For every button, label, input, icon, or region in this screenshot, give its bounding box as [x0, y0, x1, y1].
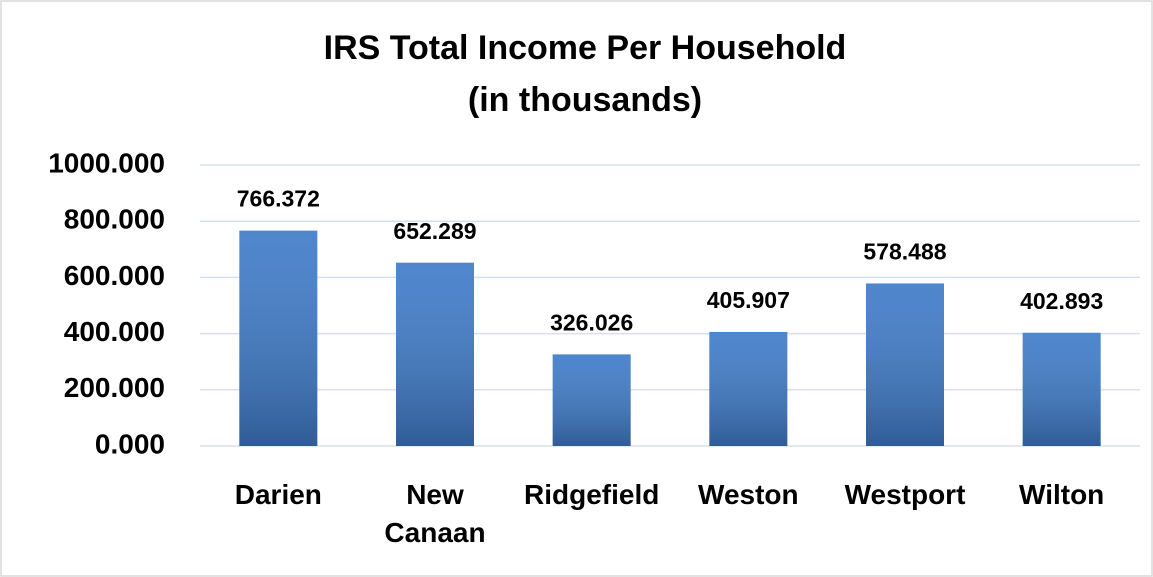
y-tick-label: 1000.000 — [48, 147, 165, 178]
data-label: 405.907 — [707, 287, 790, 313]
y-tick-label: 800.000 — [64, 204, 165, 235]
data-label: 766.372 — [237, 186, 320, 212]
y-tick-label: 600.000 — [64, 260, 165, 291]
x-tick-label: Ridgefield — [523, 479, 660, 510]
data-label: 402.893 — [1020, 288, 1103, 314]
data-label: 578.488 — [863, 239, 946, 265]
x-tick-label: Westport — [844, 479, 966, 510]
bar-shade — [239, 230, 318, 446]
bar-shade — [1022, 332, 1101, 446]
data-label: 326.026 — [550, 309, 633, 335]
bar-shade — [709, 331, 788, 446]
data-label: 652.289 — [393, 218, 476, 244]
y-tick-label: 0.000 — [95, 428, 165, 459]
chart-subtitle: (in thousands) — [468, 81, 702, 119]
bar-shade — [396, 262, 474, 446]
bar-shade — [866, 283, 944, 446]
y-tick-label: 200.000 — [64, 372, 165, 403]
bar-shade — [552, 354, 631, 446]
y-tick-label: 400.000 — [64, 316, 165, 347]
chart-title: IRS Total Income Per Household — [324, 29, 847, 67]
x-tick-label: New Canaan — [384, 479, 486, 548]
x-tick-label: Darien — [234, 479, 322, 510]
x-tick-label: Weston — [698, 479, 799, 510]
x-tick-label: Wilton — [1019, 479, 1105, 510]
